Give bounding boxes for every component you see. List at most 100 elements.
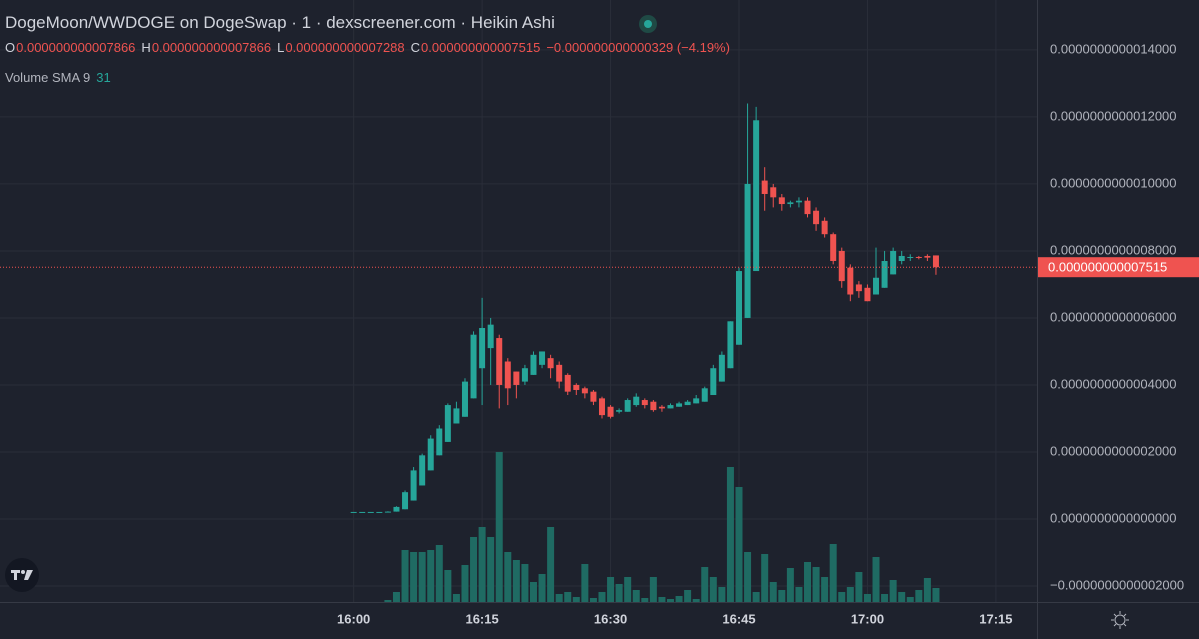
candle-body xyxy=(855,284,862,292)
y-tick-label: −0.0000000000002000 xyxy=(1050,577,1184,592)
y-tick-label: 0.0000000000006000 xyxy=(1050,309,1177,324)
volume-bar xyxy=(795,587,803,602)
candle-body xyxy=(787,202,794,205)
volume-bar xyxy=(392,592,400,602)
candle-body xyxy=(504,361,511,389)
volume-bar xyxy=(761,554,769,602)
chart-title: DogeMoon/WWDOGE on DogeSwap · 1 · dexscr… xyxy=(5,13,555,32)
candle-body xyxy=(479,328,486,369)
candle-body xyxy=(444,405,451,442)
candle-body xyxy=(847,267,854,295)
y-tick-label: 0.0000000000004000 xyxy=(1050,376,1177,391)
candle-body xyxy=(693,398,700,404)
candle-body xyxy=(761,180,768,194)
volume-bar xyxy=(889,580,897,602)
volume-bar xyxy=(384,600,392,602)
volume-bar xyxy=(435,545,443,602)
volume-bar xyxy=(718,587,726,602)
settings-icon[interactable] xyxy=(1111,611,1129,629)
volume-bar xyxy=(923,578,931,602)
y-tick-label: 0.0000000000002000 xyxy=(1050,443,1177,458)
volume-bar xyxy=(555,594,563,602)
candle-body xyxy=(804,200,811,215)
volume-bar xyxy=(855,572,863,602)
candle-body xyxy=(710,368,717,396)
volume-bar xyxy=(804,562,812,602)
candle-body xyxy=(795,200,802,203)
volume-bar xyxy=(872,557,880,602)
volume-bar xyxy=(547,527,555,602)
candle-body xyxy=(513,371,520,385)
volume-bar xyxy=(863,594,871,602)
volume-bar xyxy=(769,582,777,602)
candle-body xyxy=(718,354,725,382)
candle-body xyxy=(350,511,357,513)
volume-bar xyxy=(401,550,409,602)
volume-bar xyxy=(478,527,486,602)
volume-bar xyxy=(504,552,512,602)
x-tick-label: 16:30 xyxy=(594,611,627,626)
volume-bar xyxy=(838,592,846,602)
candle-body xyxy=(778,197,785,205)
candle-body xyxy=(367,511,374,513)
volume-bar xyxy=(538,574,546,602)
ohlc-value: 0.000000000007288 xyxy=(285,40,405,55)
ohlc-value: 0.000000000007866 xyxy=(16,40,136,55)
candle-body xyxy=(581,388,588,394)
volume-bar xyxy=(701,567,709,602)
indicator-legend: Volume SMA 9 31 xyxy=(5,70,111,85)
volume-bar xyxy=(572,597,580,602)
volume-bar xyxy=(675,596,683,602)
candle-body xyxy=(864,287,871,302)
candle-body xyxy=(770,187,777,198)
volume-bar xyxy=(898,592,906,602)
candle-body xyxy=(573,384,580,390)
ohlc-legend: O0.000000000007866 H0.000000000007866 L0.0… xyxy=(5,40,736,55)
y-tick-label: 0.0000000000014000 xyxy=(1050,41,1177,56)
candle-body xyxy=(384,511,391,513)
volume-bar xyxy=(649,577,657,602)
y-tick-label: 0.0000000000000000 xyxy=(1050,510,1177,525)
volume-bar xyxy=(829,544,837,602)
x-tick-label: 16:00 xyxy=(337,611,370,626)
volume-bar xyxy=(906,597,914,602)
candle-body xyxy=(676,403,683,407)
ohlc-value: 0.000000000007515 xyxy=(421,40,541,55)
candle-body xyxy=(684,401,691,406)
volume-bar xyxy=(581,564,589,602)
candle-body xyxy=(667,405,674,409)
volume-bar xyxy=(427,550,435,602)
volume-bar xyxy=(461,565,469,602)
ohlc-key: O xyxy=(5,40,16,55)
candle-body xyxy=(701,388,708,402)
ohlc-key: C xyxy=(410,40,421,55)
volume-bar xyxy=(915,590,923,602)
candle-body xyxy=(881,260,888,288)
candle-body xyxy=(727,321,734,369)
volume-bar xyxy=(932,588,940,602)
volume-bar xyxy=(821,577,829,602)
volume-bar xyxy=(684,590,692,602)
candle-body xyxy=(873,277,880,295)
volume-bar xyxy=(658,597,666,602)
candle-body xyxy=(556,364,563,382)
volume-bar xyxy=(444,570,452,602)
candle-body xyxy=(393,506,400,512)
price-change: −0.000000000000329 (−4.19%) xyxy=(546,40,730,55)
volume-bar xyxy=(641,598,649,602)
candle-body xyxy=(753,120,760,272)
volume-bar xyxy=(512,560,520,602)
volume-bar xyxy=(495,452,503,602)
ohlc-key: H xyxy=(141,40,151,55)
volume-bar xyxy=(624,577,632,602)
volume-bar xyxy=(752,592,760,602)
candle-body xyxy=(898,255,905,261)
y-tick-label: 0.0000000000008000 xyxy=(1050,242,1177,257)
volume-bar xyxy=(487,537,495,602)
tv-logo[interactable] xyxy=(5,558,39,592)
last-price-box xyxy=(1038,257,1199,278)
candle-body xyxy=(907,256,914,258)
